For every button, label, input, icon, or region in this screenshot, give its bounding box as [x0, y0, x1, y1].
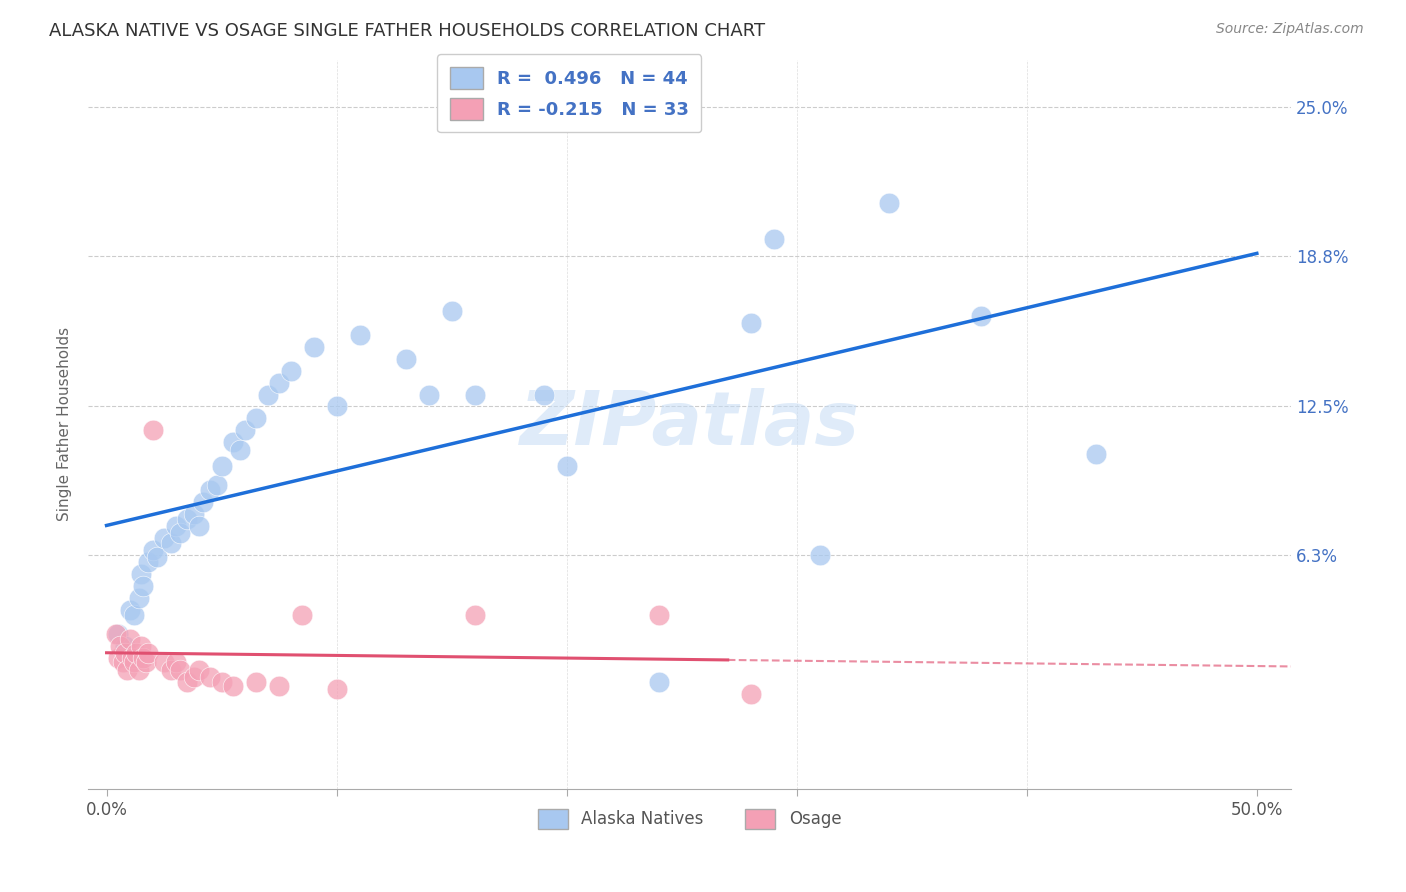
Point: [132, 650, 155, 665]
Point: [132, 579, 155, 593]
Point: [349, 327, 371, 342]
Point: [1084, 447, 1107, 461]
Point: [107, 626, 129, 640]
Point: [153, 531, 176, 545]
Point: [129, 566, 152, 581]
Point: [153, 656, 176, 670]
Point: [136, 555, 159, 569]
Point: [128, 591, 150, 605]
Point: [222, 679, 245, 693]
Point: [762, 232, 785, 246]
Point: [269, 679, 291, 693]
Point: [118, 632, 141, 646]
Point: [187, 519, 209, 533]
Point: [118, 603, 141, 617]
Point: [198, 483, 221, 498]
Point: [647, 607, 669, 622]
Point: [302, 340, 325, 354]
Point: [464, 607, 486, 622]
Point: [121, 650, 143, 665]
Point: [165, 656, 187, 670]
Point: [222, 435, 245, 450]
Point: [211, 674, 233, 689]
Point: [169, 526, 191, 541]
Point: [440, 303, 463, 318]
Point: [464, 387, 486, 401]
Point: [176, 674, 198, 689]
Point: [136, 646, 159, 660]
Text: ZIPatlas: ZIPatlas: [520, 388, 859, 461]
Point: [183, 507, 205, 521]
Text: ALASKA NATIVE VS OSAGE SINGLE FATHER HOUSEHOLDS CORRELATION CHART: ALASKA NATIVE VS OSAGE SINGLE FATHER HOU…: [49, 22, 765, 40]
Point: [187, 663, 209, 677]
Point: [269, 376, 291, 390]
Point: [135, 656, 157, 670]
Point: [128, 663, 150, 677]
Point: [245, 411, 267, 425]
Point: [122, 607, 145, 622]
Point: [418, 387, 440, 401]
Point: [160, 536, 183, 550]
Point: [808, 548, 831, 562]
Point: [325, 681, 347, 696]
Point: [198, 670, 221, 684]
Point: [111, 656, 134, 670]
Point: [129, 639, 152, 653]
Y-axis label: Single Father Households: Single Father Households: [58, 327, 72, 522]
Point: [740, 687, 762, 701]
Point: [114, 639, 136, 653]
Point: [169, 663, 191, 677]
Point: [107, 650, 129, 665]
Point: [104, 626, 127, 640]
Point: [211, 459, 233, 474]
Point: [256, 387, 278, 401]
Point: [229, 442, 252, 457]
Point: [125, 646, 148, 660]
Point: [142, 424, 165, 438]
Point: [114, 646, 136, 660]
Point: [877, 196, 900, 211]
Point: [740, 316, 762, 330]
Point: [280, 363, 302, 377]
Point: [183, 670, 205, 684]
Point: [110, 639, 132, 653]
Point: [245, 674, 267, 689]
Point: [142, 543, 165, 558]
Point: [394, 351, 416, 366]
Point: [205, 478, 228, 492]
Point: [555, 459, 578, 474]
Point: [325, 400, 347, 414]
Point: [291, 607, 314, 622]
Point: [165, 519, 187, 533]
Point: [193, 495, 215, 509]
Point: [970, 309, 993, 323]
Point: [146, 550, 169, 565]
Point: [233, 424, 256, 438]
Point: [117, 663, 139, 677]
Point: [160, 663, 183, 677]
Point: [533, 387, 555, 401]
Point: [122, 656, 145, 670]
Point: [176, 512, 198, 526]
Text: Source: ZipAtlas.com: Source: ZipAtlas.com: [1216, 22, 1364, 37]
Legend: Alaska Natives, Osage: Alaska Natives, Osage: [531, 802, 848, 836]
Point: [647, 674, 669, 689]
